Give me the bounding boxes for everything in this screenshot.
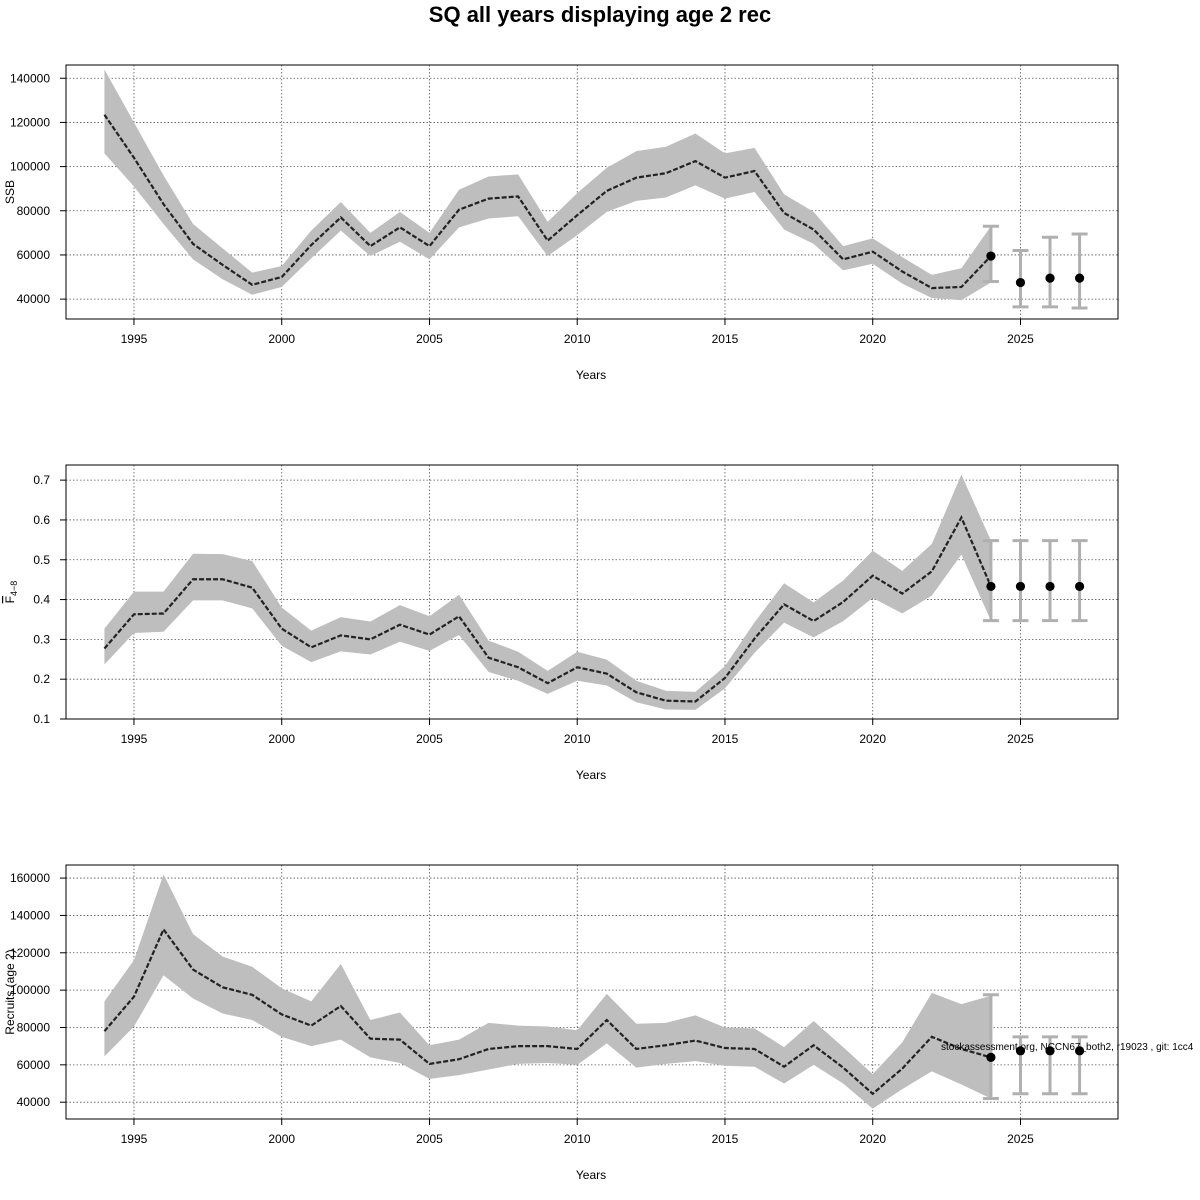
x-tick-label: 2025 [1007,332,1034,346]
chart-title: SQ all years displaying age 2 rec [428,2,772,27]
forecast-point [1045,1046,1055,1056]
x-tick-label: 2025 [1007,732,1034,746]
forecast-point [1015,1046,1026,1056]
y-tick-label: 0.5 [33,553,50,567]
y-tick-label: 40000 [17,1095,51,1109]
x-tick-label: 2010 [564,1132,591,1146]
x-tick-label: 2025 [1007,1132,1034,1146]
x-tick-label: 2005 [416,1132,443,1146]
x-tick-label: 2020 [859,1132,886,1146]
confidence-band [104,474,991,710]
y-axis-title: F4−8 [3,581,19,604]
estimate-line [103,515,992,703]
panel-fishing-mortality: 1995 2000 2005 2010 2015 2020 2025 0.1 0.2 0.3 0.4… [3,464,1119,782]
forecast-point [1074,273,1085,283]
x-axis-title: Years [576,768,606,782]
confidence-band [104,874,991,1109]
plot-frame [65,64,1119,320]
y-tick-label: 0.6 [33,513,50,527]
y-tick-label: 60000 [17,1058,51,1072]
y-tick-label: 0.7 [33,473,50,487]
footnote: stockassessment.org, NCCN67_both2, r1902… [941,1042,1194,1053]
x-tick-label: 2005 [416,732,443,746]
forecast-point [986,1052,996,1062]
x-tick-label: 1995 [121,332,148,346]
x-tick-label: 2005 [416,332,443,346]
y-tick-label: 160000 [10,871,50,885]
y-axis-title-subscript: 4−8 [9,581,19,596]
y-tick-label: 100000 [10,160,50,174]
x-tick-label: 2000 [268,332,295,346]
forecast-point [1015,581,1026,592]
y-axis-title-base: F [3,596,17,603]
y-tick-label: 120000 [10,115,50,129]
forecast-point [1045,273,1055,283]
x-tick-label: 2020 [859,332,886,346]
y-tick-label: 0.1 [33,712,50,726]
panel-recruits: 1995 2000 2005 2010 2015 2020 2025 40000 60000 80… [3,864,1119,1182]
y-tick-label: 80000 [17,204,51,218]
y-tick-label: 0.3 [33,632,50,646]
x-tick-label: 2015 [712,732,739,746]
x-tick-label: 2020 [859,732,886,746]
y-tick-label: 60000 [17,248,51,262]
forecast-point [986,581,996,592]
y-tick-label: 0.4 [33,593,50,607]
y-axis-title: SSB [3,180,17,204]
y-tick-label: 140000 [10,71,50,85]
y-tick-label: 120000 [10,946,50,960]
x-tick-label: 2010 [564,732,591,746]
x-tick-label: 2000 [268,732,295,746]
x-axis-title: Years [576,1168,606,1182]
estimate-line [103,114,992,290]
x-tick-label: 2010 [564,332,591,346]
forecast-point [986,251,996,261]
y-tick-label: 0.2 [33,672,50,686]
x-tick-label: 2015 [712,332,739,346]
y-tick-label: 40000 [17,292,51,306]
estimate-line [103,927,992,1096]
plot-frame [65,864,1119,1120]
x-tick-label: 1995 [121,1132,148,1146]
x-tick-label: 2000 [268,1132,295,1146]
panel-ssb: 1995 2000 2005 2010 2015 2020 2025 40000 60000 80… [3,64,1119,382]
plot-frame [65,464,1119,720]
x-tick-label: 2015 [712,1132,739,1146]
y-tick-label: 80000 [17,1020,51,1034]
y-tick-label: 100000 [10,983,50,997]
x-axis-title: Years [576,368,606,382]
forecast-point [1015,277,1026,288]
forecast-point [1074,1046,1085,1056]
y-tick-label: 140000 [10,908,50,922]
x-tick-label: 1995 [121,732,148,746]
forecast-point [1045,581,1055,592]
y-axis-title: Recruits (age 2) [3,949,17,1034]
forecast-point [1074,581,1085,592]
confidence-band [104,69,991,301]
